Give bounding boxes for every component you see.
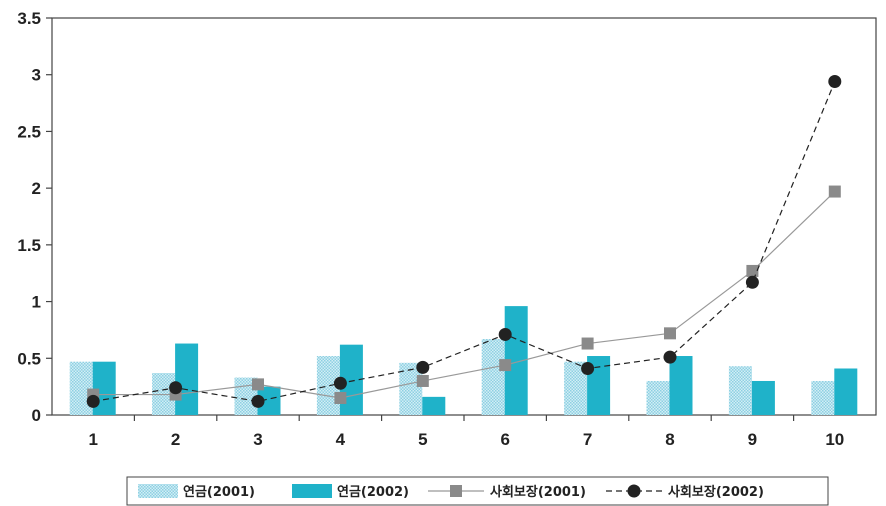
x-tick-label: 10	[825, 430, 844, 449]
bar	[751, 380, 775, 415]
bar	[481, 339, 505, 415]
point	[581, 337, 594, 350]
bar	[728, 366, 752, 415]
point	[252, 378, 264, 391]
legend-marker	[450, 485, 462, 497]
bar	[316, 356, 340, 415]
y-tick-label: 1	[32, 293, 41, 312]
legend-item: 사회보장(2002)	[606, 484, 764, 500]
bar	[811, 380, 835, 415]
point	[416, 360, 430, 374]
legend-label: 사회보장(2002)	[668, 484, 764, 500]
point	[663, 350, 677, 364]
legend-item: 사회보장(2001)	[428, 484, 586, 500]
x-tick-label: 5	[418, 430, 427, 449]
plot-area: 0 0.5 1 1.5 2 2.5 3 3.5 1 2 3 4 5 6 7 8 9 10	[17, 9, 877, 449]
series-line	[93, 81, 836, 402]
point	[581, 361, 595, 375]
series-line	[93, 191, 836, 399]
point	[416, 374, 429, 387]
y-tick-label: 3.5	[17, 9, 41, 28]
point	[333, 376, 347, 390]
bar	[399, 362, 423, 415]
point	[664, 327, 676, 340]
bar	[69, 361, 93, 415]
legend-marker	[627, 484, 641, 498]
point	[745, 275, 759, 289]
legend-item: 연금(2002)	[292, 484, 409, 500]
y-tick-label: 2.5	[17, 122, 41, 141]
legend: 연금(2001) 연금(2002) 사회보장(2001) 사회보장(2002)	[126, 476, 829, 506]
point	[828, 75, 842, 89]
legend-swatch	[292, 484, 332, 498]
bar	[646, 380, 670, 415]
legend-label: 연금(2001)	[183, 485, 255, 500]
bar	[257, 386, 281, 415]
legend-item: 연금(2001)	[138, 484, 255, 500]
bar	[175, 343, 199, 415]
legend-label: 사회보장(2001)	[490, 484, 586, 500]
x-tick-label: 7	[583, 430, 592, 449]
point	[251, 394, 265, 408]
point	[499, 359, 512, 372]
x-tick-label: 2	[171, 430, 180, 449]
point	[169, 381, 183, 395]
y-tick-label: 0.5	[17, 349, 41, 368]
bar	[669, 356, 693, 415]
x-tick-label: 9	[748, 430, 757, 449]
point	[498, 327, 512, 341]
point	[828, 185, 841, 198]
legend-label: 연금(2002)	[337, 485, 409, 500]
legend-swatch	[138, 484, 178, 498]
y-tick-label: 1.5	[17, 236, 41, 255]
x-tick-label: 6	[500, 430, 509, 449]
point	[334, 391, 347, 404]
point	[746, 264, 759, 277]
bar	[564, 361, 588, 415]
point	[86, 394, 100, 408]
x-tick-label: 4	[336, 430, 346, 449]
y-tick-label: 0	[32, 406, 41, 425]
y-tick-label: 2	[32, 179, 41, 198]
x-tick-label: 8	[665, 430, 674, 449]
x-tick-label: 1	[88, 430, 97, 449]
bar	[834, 368, 858, 415]
x-tick-label: 3	[253, 430, 262, 449]
bar	[422, 396, 446, 415]
y-tick-label: 3	[32, 66, 41, 85]
